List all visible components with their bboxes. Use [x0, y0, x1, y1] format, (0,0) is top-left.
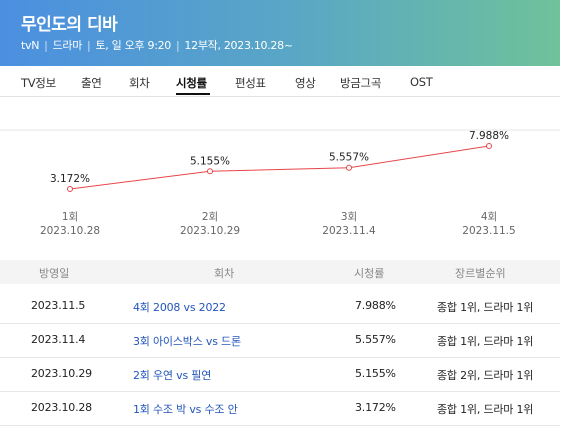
rating-value: 5.155% — [355, 367, 396, 380]
x-axis-episode: 3회 — [340, 211, 358, 223]
header-genre-rank: 장르별순위 — [455, 267, 506, 280]
x-axis-episode: 4회 — [480, 211, 498, 223]
tab-videos[interactable]: 영상 — [295, 76, 316, 90]
header-episode: 회차 — [214, 267, 235, 280]
program-title[interactable]: 무인도의 디바 — [21, 15, 118, 35]
ratings-chart: 3.172% 5.155% 5.557% 7.988% 1회 2023.10.28 2회… — [0, 126, 560, 240]
active-tab-indicator — [176, 93, 210, 95]
tab-ratings[interactable]: 시청률 — [176, 76, 207, 90]
tab-ost[interactable]: OST — [410, 75, 433, 89]
header-air-date: 방영일 — [39, 267, 70, 280]
episodes-info: 12부작, 2023.10.28~ — [184, 39, 293, 52]
episode-link[interactable]: 2회 우연 vs 필연 — [133, 369, 212, 382]
rating-point[interactable] — [346, 164, 352, 171]
meta-separator: | — [176, 39, 180, 52]
genre: 드라마 — [52, 39, 83, 52]
genre-rank: 종합 2위, 드라마 1위 — [437, 369, 534, 382]
x-axis-episode: 2회 — [201, 211, 219, 223]
table-row: 2023.10.28 1회 수조 박 vs 수조 안 3.172% 종합 1위,… — [0, 391, 560, 426]
air-date: 2023.11.4 — [31, 333, 86, 346]
rating-data-label: 3.172% — [50, 173, 90, 185]
meta-separator: | — [87, 39, 91, 52]
x-axis-episode: 1회 — [61, 211, 79, 223]
air-date: 2023.10.29 — [31, 367, 92, 380]
table-row: 2023.11.4 3회 아이스박스 vs 드론 5.557% 종합 1위, 드… — [0, 323, 560, 358]
table-header: 방영일 회차 시청률 장르별순위 — [0, 260, 560, 284]
x-axis-label-ep1: 1회 2023.10.28 — [25, 210, 115, 238]
episode-link[interactable]: 4회 2008 vs 2022 — [133, 301, 226, 314]
air-schedule: 토, 일 오후 9:20 — [95, 39, 172, 52]
table-row: 2023.10.29 2회 우연 vs 필연 5.155% 종합 2위, 드라마… — [0, 357, 560, 392]
tab-schedule[interactable]: 편성표 — [235, 76, 266, 90]
table-row: 2023.11.5 4회 2008 vs 2022 7.988% 종합 1위, … — [0, 289, 560, 324]
x-axis-label-ep2: 2회 2023.10.29 — [165, 210, 255, 238]
genre-rank: 종합 1위, 드라마 1위 — [437, 301, 534, 314]
rating-data-label: 5.155% — [190, 155, 230, 167]
x-axis-date: 2023.10.28 — [39, 225, 101, 237]
tab-episodes[interactable]: 회차 — [129, 76, 150, 90]
channel-name[interactable]: tvN — [21, 39, 40, 52]
genre-rank: 종합 1위, 드라마 1위 — [437, 335, 534, 348]
tab-cast[interactable]: 출연 — [81, 76, 102, 90]
tab-tv-info[interactable]: TV정보 — [21, 76, 56, 90]
episode-link[interactable]: 1회 수조 박 vs 수조 안 — [133, 403, 238, 416]
program-meta: tvN | 드라마 | 토, 일 오후 9:20 | 12부작, 2023.10.28~ — [21, 37, 293, 53]
rating-series-line — [69, 145, 490, 190]
ratings-line-chart: 3.172% 5.155% 5.557% 7.988% — [0, 129, 560, 192]
meta-separator: | — [44, 39, 48, 52]
episode-link[interactable]: 3회 아이스박스 vs 드론 — [133, 335, 241, 348]
x-axis-label-ep3: 3회 2023.11.4 — [304, 210, 394, 238]
rating-point[interactable] — [67, 186, 73, 192]
rating-value: 7.988% — [355, 299, 396, 312]
air-date: 2023.10.28 — [31, 401, 92, 414]
header-rating: 시청률 — [354, 267, 385, 280]
x-axis-date: 2023.10.29 — [179, 225, 241, 237]
rating-point[interactable] — [207, 168, 213, 175]
tab-just-that-song[interactable]: 방금그곡 — [340, 76, 382, 90]
rating-value: 3.172% — [355, 401, 396, 414]
tab-bar: TV정보 출연 회차 시청률 편성표 영상 방금그곡 OST — [0, 66, 560, 97]
rating-data-label: 7.988% — [469, 130, 509, 142]
rating-data-label: 5.557% — [329, 152, 369, 164]
x-axis-date: 2023.11.4 — [322, 225, 376, 237]
program-header: 무인도의 디바 tvN | 드라마 | 토, 일 오후 9:20 | 12부작, 2023.… — [0, 0, 560, 66]
air-date: 2023.11.5 — [31, 299, 86, 312]
rating-point[interactable] — [486, 143, 492, 149]
x-axis-label-ep4: 4회 2023.11.5 — [444, 210, 534, 238]
x-axis-date: 2023.11.5 — [462, 225, 516, 237]
rating-value: 5.557% — [355, 333, 396, 346]
genre-rank: 종합 1위, 드라마 1위 — [437, 403, 534, 416]
